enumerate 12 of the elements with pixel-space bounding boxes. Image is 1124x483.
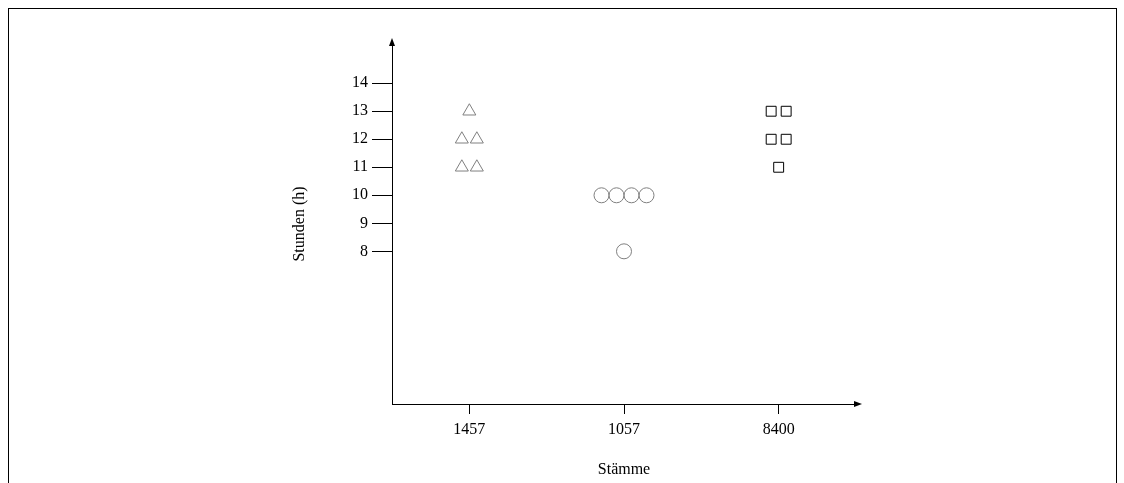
y-tick-label: 12 bbox=[352, 129, 368, 147]
y-tick-label: 14 bbox=[352, 73, 368, 91]
y-tick-label: 9 bbox=[360, 213, 368, 231]
x-tick-label: 8400 bbox=[762, 419, 795, 437]
y-tick-label: 10 bbox=[352, 185, 368, 203]
y-tick-label: 8 bbox=[360, 241, 368, 259]
x-tick-label: 1457 bbox=[453, 419, 486, 437]
y-tick-label: 11 bbox=[352, 157, 368, 175]
x-axis-title: Stämme bbox=[597, 459, 651, 477]
y-axis-title: Stunden (h) bbox=[289, 186, 308, 262]
y-tick-label: 13 bbox=[352, 101, 368, 119]
x-tick-label: 1057 bbox=[608, 419, 640, 437]
